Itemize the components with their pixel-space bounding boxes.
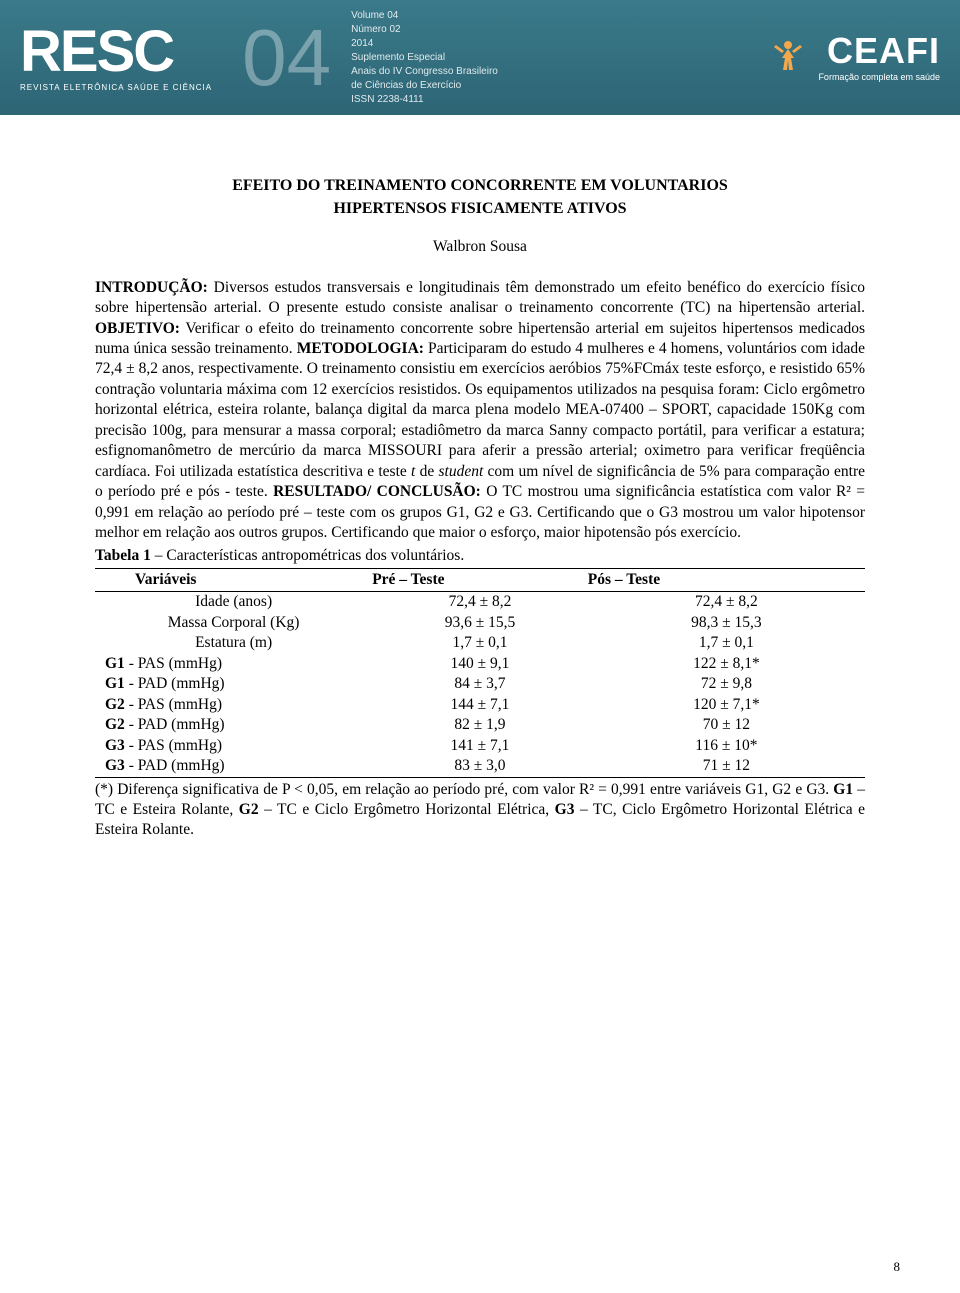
page-content: EFEITO DO TREINAMENTO CONCORRENTE EM VOL… [0,115,960,881]
table-cell-variable: Estatura (m) [95,633,372,653]
meta-line: 2014 [351,37,498,51]
volume-large-number: 04 [242,18,331,98]
table-cell-variable: Idade (anos) [95,592,372,613]
meta-line: Suplemento Especial [351,51,498,65]
table-cell-variable: G2 - PAS (mmHg) [95,695,372,715]
table-cell-pre: 144 ± 7,1 [372,695,588,715]
table-cell-variable: G3 - PAS (mmHg) [95,736,372,756]
table-cell-pos: 72 ± 9,8 [588,674,865,694]
table-cell-pre: 72,4 ± 8,2 [372,592,588,613]
meta-line: ISSN 2238-4111 [351,93,498,107]
table-cell-variable: G3 - PAD (mmHg) [95,756,372,777]
table-row: G1 - PAS (mmHg)140 ± 9,1122 ± 8,1* [95,654,865,674]
meta-line: de Ciências do Exercício [351,79,498,93]
table-cell-variable: G1 - PAS (mmHg) [95,654,372,674]
table-row: G1 - PAD (mmHg)84 ± 3,772 ± 9,8 [95,674,865,694]
resc-logo: RESC [20,23,212,81]
table-row: Massa Corporal (Kg)93,6 ± 15,598,3 ± 15,… [95,613,865,633]
table-cell-pos: 1,7 ± 0,1 [588,633,865,653]
table-caption: Tabela 1 – Características antropométric… [95,546,865,566]
table-footnote: (*) Diferença significativa de P < 0,05,… [95,780,865,841]
table-cell-variable: G1 - PAD (mmHg) [95,674,372,694]
table-cell-pre: 82 ± 1,9 [372,715,588,735]
table-col-pos: Pós – Teste [588,569,865,592]
table-cell-pre: 141 ± 7,1 [372,736,588,756]
table-caption-label: Tabela 1 [95,547,151,564]
table-cell-pos: 71 ± 12 [588,756,865,777]
table-cell-pos: 116 ± 10* [588,736,865,756]
resc-subtitle: REVISTA ELETRÔNICA SAÚDE E CIÊNCIA [20,83,212,92]
meta-line: Volume 04 [351,9,498,23]
table-cell-pre: 93,6 ± 15,5 [372,613,588,633]
ceafi-block: CEAFI Formação completa em saúde [766,33,940,82]
table-row: G2 - PAD (mmHg)82 ± 1,970 ± 12 [95,715,865,735]
article-title-line1: EFEITO DO TREINAMENTO CONCORRENTE EM VOL… [95,175,865,196]
ceafi-subtitle: Formação completa em saúde [818,72,940,82]
journal-header-banner: RESC REVISTA ELETRÔNICA SAÚDE E CIÊNCIA … [0,0,960,115]
resc-logo-block: RESC REVISTA ELETRÔNICA SAÚDE E CIÊNCIA [20,23,212,92]
meta-line: Anais do IV Congresso Brasileiro [351,65,498,79]
table-cell-pos: 72,4 ± 8,2 [588,592,865,613]
article-author: Walbron Sousa [95,237,865,257]
ceafi-logo: CEAFI [818,33,940,69]
header-meta-block: Volume 04 Número 02 2014 Suplemento Espe… [351,9,498,107]
table-row: G3 - PAS (mmHg)141 ± 7,1116 ± 10* [95,736,865,756]
table-cell-variable: G2 - PAD (mmHg) [95,715,372,735]
table-cell-pre: 83 ± 3,0 [372,756,588,777]
table-col-variaveis: Variáveis [95,569,372,592]
table-cell-pos: 98,3 ± 15,3 [588,613,865,633]
ceafi-text: CEAFI Formação completa em saúde [818,33,940,82]
article-title-line2: HIPERTENSOS FISICAMENTE ATIVOS [95,198,865,219]
article-abstract: INTRODUÇÃO: Diversos estudos transversai… [95,278,865,544]
table-row: Estatura (m)1,7 ± 0,11,7 ± 0,1 [95,633,865,653]
table-cell-pre: 84 ± 3,7 [372,674,588,694]
table-cell-pre: 1,7 ± 0,1 [372,633,588,653]
anthropometric-table: Variáveis Pré – Teste Pós – Teste Idade … [95,568,865,778]
table-cell-pre: 140 ± 9,1 [372,654,588,674]
table-cell-pos: 122 ± 8,1* [588,654,865,674]
meta-line: Número 02 [351,23,498,37]
ceafi-person-icon [766,36,810,80]
table-row: G3 - PAD (mmHg)83 ± 3,071 ± 12 [95,756,865,777]
table-cell-variable: Massa Corporal (Kg) [95,613,372,633]
table-cell-pos: 120 ± 7,1* [588,695,865,715]
table-row: Idade (anos)72,4 ± 8,272,4 ± 8,2 [95,592,865,613]
table-cell-pos: 70 ± 12 [588,715,865,735]
table-row: G2 - PAS (mmHg)144 ± 7,1120 ± 7,1* [95,695,865,715]
page-number: 8 [894,1259,901,1275]
table-caption-text: – Características antropométricas dos vo… [151,547,464,564]
table-col-pre: Pré – Teste [372,569,588,592]
table-header-row: Variáveis Pré – Teste Pós – Teste [95,569,865,592]
